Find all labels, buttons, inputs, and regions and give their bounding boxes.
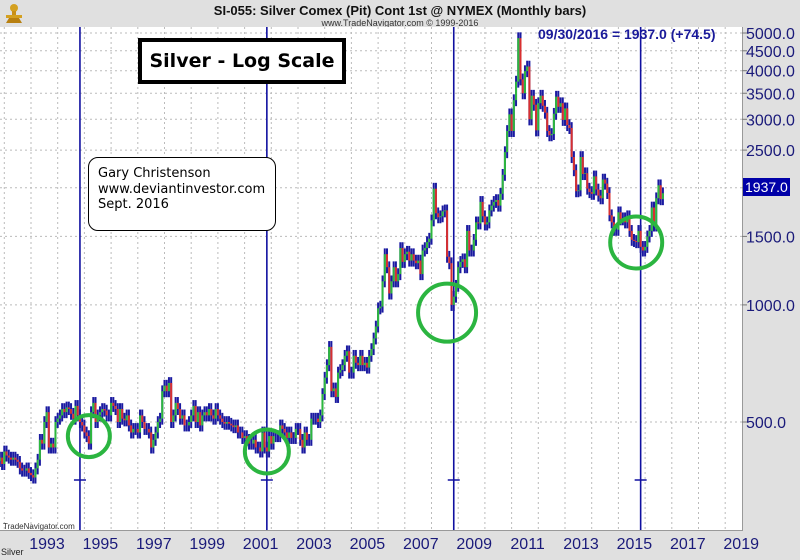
x-tick-label: 2007 <box>403 536 439 553</box>
watermark: TradeNavigator.com <box>3 522 75 531</box>
author-website: www.deviantinvestor.com <box>98 181 266 197</box>
y-tick-label: 3500.0 <box>746 86 795 103</box>
x-tick-label: 2005 <box>350 536 386 553</box>
plot-area <box>0 27 743 531</box>
x-tick-label: 2009 <box>456 536 492 553</box>
chart-header-title: SI-055: Silver Comex (Pit) Cont 1st @ NY… <box>213 3 587 18</box>
chart-header-subtitle: www.TradeNavigator.com © 1999-2016 <box>321 18 479 28</box>
author-box: Gary Christenson www.deviantinvestor.com… <box>88 157 276 231</box>
author-date: Sept. 2016 <box>98 197 169 212</box>
y-tick-label: 3000.0 <box>746 112 795 129</box>
y-tick-label: 5000.0 <box>746 26 795 43</box>
price-readout: 09/30/2016 = 1937.0 (+74.5) <box>538 26 716 42</box>
x-tick-label: 2017 <box>670 536 706 553</box>
author-name: Gary Christenson <box>98 166 211 181</box>
y-tick-label: 4000.0 <box>746 64 795 81</box>
series-label: Silver <box>1 547 24 557</box>
circled-low-annotation <box>65 413 112 460</box>
y-tick-label: 2500.0 <box>746 143 795 160</box>
last-price-tag: 1937.0 <box>743 178 790 196</box>
x-tick-label: 2011 <box>510 536 545 553</box>
x-tick-label: 2003 <box>296 536 332 553</box>
x-tick-label: 1995 <box>83 536 119 553</box>
x-tick-label: 2001 <box>243 536 279 553</box>
circled-low-annotation <box>416 281 479 344</box>
circled-low-annotation <box>242 427 291 476</box>
x-tick-label: 2013 <box>563 536 599 553</box>
x-tick-label: 2015 <box>617 536 653 553</box>
x-tick-label: 1997 <box>136 536 172 553</box>
y-tick-label: 4500.0 <box>746 44 795 61</box>
y-tick-label: 1000.0 <box>746 298 795 315</box>
y-tick-label: 1500.0 <box>746 229 795 246</box>
circled-low-annotation <box>608 214 665 271</box>
x-tick-label: 1999 <box>189 536 225 553</box>
x-tick-label: 1993 <box>29 536 65 553</box>
tradenavigator-logo-icon <box>3 2 25 26</box>
y-tick-label: 500.0 <box>746 415 786 432</box>
annotation-title-box: Silver - Log Scale <box>138 38 346 84</box>
x-tick-label: 2019 <box>723 536 759 553</box>
